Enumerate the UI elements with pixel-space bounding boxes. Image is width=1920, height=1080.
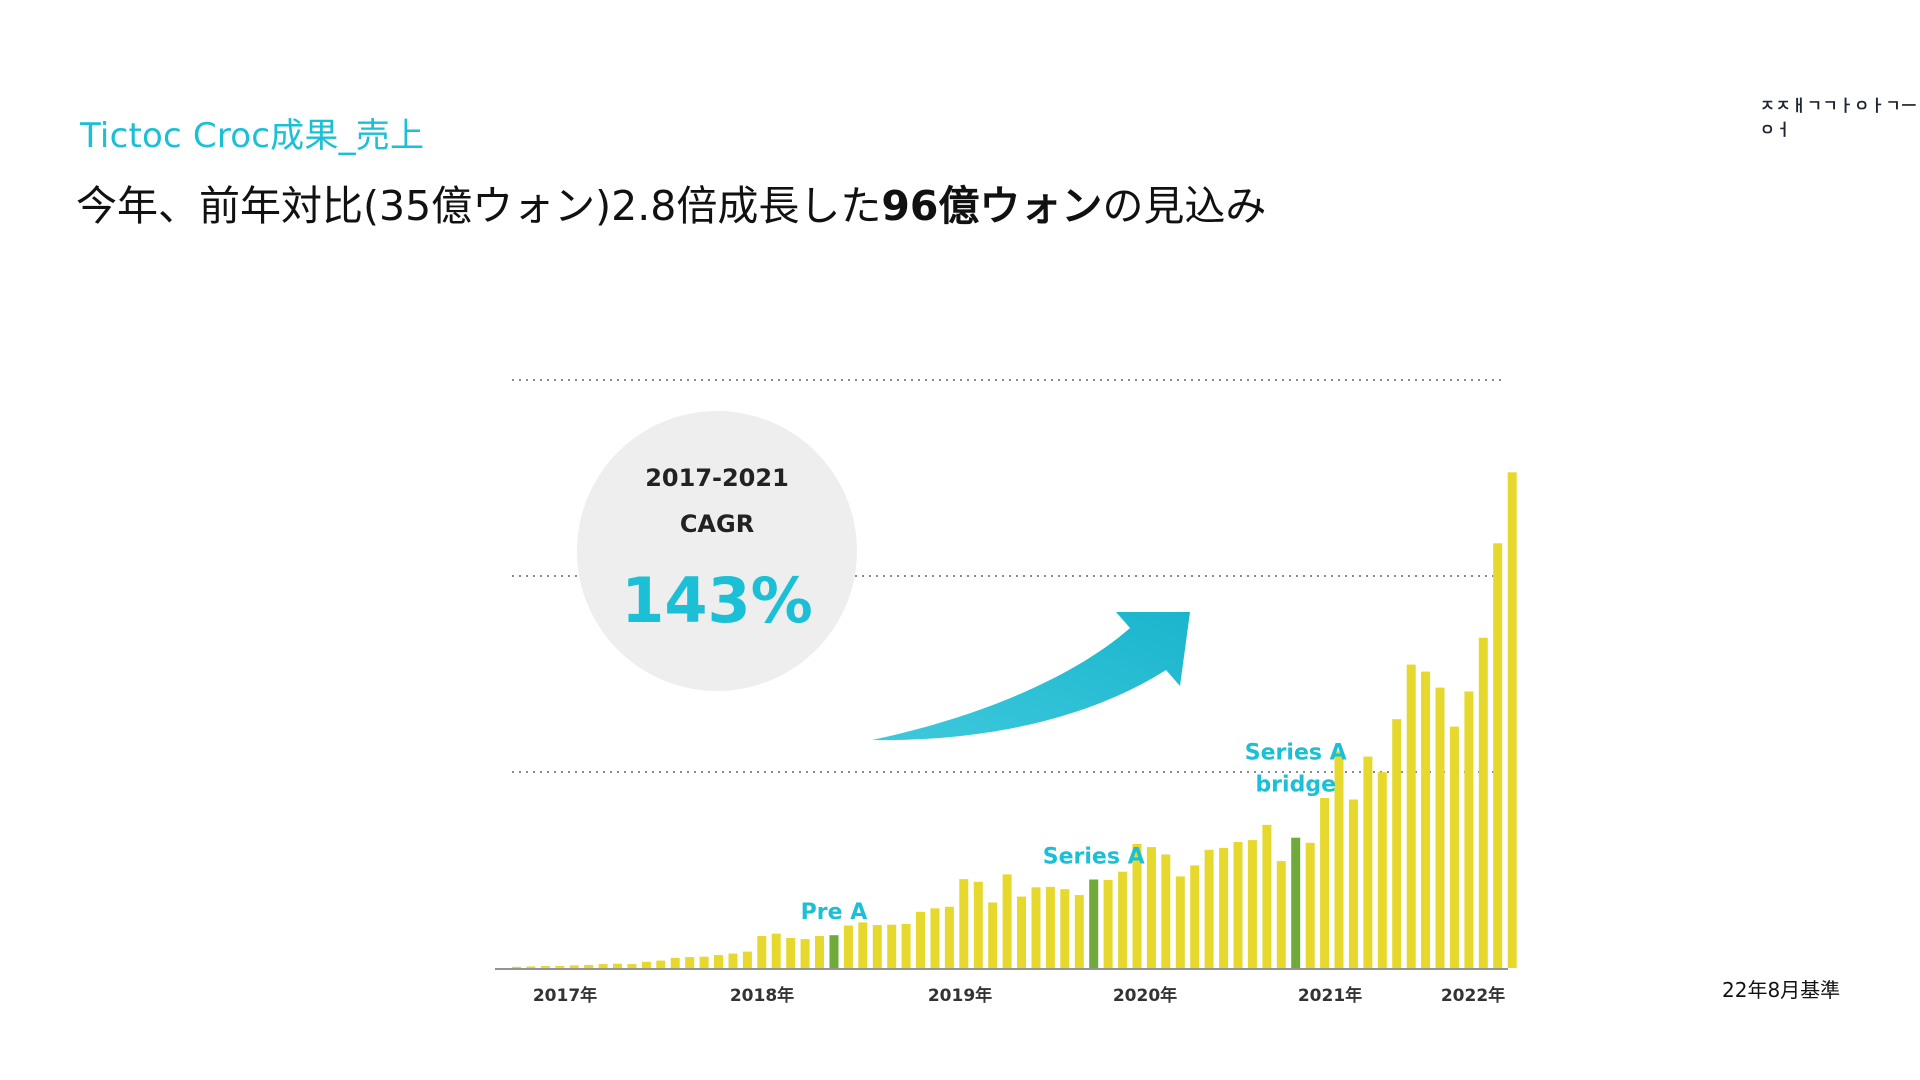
subtitle-text-1: 今年、前年対比(35億ウォン)2.8倍成長した [76,182,882,230]
bar-60 [1377,772,1387,968]
bar-68 [1493,543,1503,968]
bar-62 [1406,664,1416,968]
bar-48 [1204,849,1214,968]
x-tick-label: 2017年 [533,985,597,1006]
funding-label: Pre A [801,900,868,925]
x-tick-label: 2018年 [730,985,794,1006]
x-tick-label: 2019年 [928,985,992,1006]
growth-arrow-icon [872,612,1190,741]
bar-13 [699,956,709,968]
bar-59 [1363,756,1373,968]
bar-52 [1262,824,1272,968]
bar-3 [555,966,565,968]
bar-44 [1146,847,1156,968]
funding-annotations: Pre A Series A Series A bridge [801,741,1347,926]
bar-42 [1118,871,1128,968]
bar-14 [714,955,723,968]
cagr-callout: 2017-2021 CAGR 143% [577,411,857,691]
bar-34 [1002,874,1012,968]
bar-69 [1507,472,1517,968]
bar-47 [1190,865,1200,968]
chart-bars [512,472,1517,968]
bar-63 [1421,671,1431,968]
subtitle-highlight: 96億ウォン [881,182,1103,230]
x-tick-label: 2021年 [1298,985,1362,1006]
bar-31 [959,879,969,968]
bar-58 [1348,799,1358,968]
cagr-period: 2017-2021 [645,464,789,492]
bar-7 [613,963,622,968]
bar-9 [641,961,651,968]
cagr-label: CAGR [680,510,754,538]
funding-label: Series A [1245,741,1347,766]
bar-66 [1464,691,1474,968]
bar-57 [1334,751,1344,968]
bar-51 [1247,840,1257,968]
bar-33 [988,902,998,968]
bar-67 [1478,637,1488,968]
bar-50 [1233,842,1243,968]
bar-6 [598,964,608,968]
brand-logo: ㅈㅈㅐㄱㄱㅏㅇㅏㄱㅡㅇㅓ [1760,96,1918,139]
bar-29 [930,908,940,968]
bar-46 [1175,876,1185,968]
cagr-value: 143% [621,564,813,637]
bar-38 [1060,889,1070,968]
bar-61 [1392,719,1402,968]
bar-32 [973,881,983,968]
bar-30 [944,906,954,968]
bar-40 [1089,879,1099,968]
funding-label: bridge [1255,773,1336,798]
subtitle-text-2: の見込み [1102,182,1267,230]
bar-8 [627,964,637,968]
x-tick-label: 2022年 [1441,985,1505,1006]
cagr-circle [577,411,857,691]
bar-56 [1320,798,1330,968]
bar-39 [1074,895,1084,968]
bar-1 [526,966,536,968]
bar-18 [771,933,781,968]
bar-0 [512,966,521,968]
bar-43 [1132,844,1142,968]
bar-28 [916,911,925,968]
bar-5 [584,964,594,968]
bar-16 [742,951,752,968]
x-tick-label: 2020年 [1113,985,1177,1006]
bar-21 [815,936,824,968]
bar-22 [829,935,839,968]
funding-label: Series A [1043,845,1145,870]
bar-17 [757,936,767,968]
bar-54 [1291,837,1301,968]
bar-24 [858,922,868,968]
bar-45 [1161,854,1171,968]
bar-27 [901,923,911,968]
bar-36 [1031,887,1041,968]
bar-55 [1305,842,1315,968]
section-title: Tictoc Croc成果_売上 [80,116,425,156]
bar-12 [685,957,695,968]
bar-11 [670,957,680,968]
bar-41 [1103,879,1113,968]
bar-26 [887,924,897,968]
bar-19 [786,938,796,968]
bar-15 [728,953,738,968]
bar-37 [1045,886,1055,968]
bar-65 [1449,726,1459,968]
x-axis-ticks: 2017年 2018年 2019年 2020年 2021年 2022年 [533,985,1505,1006]
bar-25 [872,925,882,968]
bar-4 [569,965,579,968]
bar-35 [1017,896,1026,968]
date-note: 22年8月基準 [1722,978,1841,1002]
bar-23 [843,925,853,968]
slide-subtitle: 今年、前年対比(35億ウォン)2.8倍成長した96億ウォンの見込み [76,172,1266,232]
bar-53 [1276,861,1286,968]
bar-2 [540,966,550,968]
bar-49 [1219,847,1229,968]
bar-20 [800,939,810,968]
bar-64 [1435,687,1445,968]
bar-10 [656,960,666,968]
